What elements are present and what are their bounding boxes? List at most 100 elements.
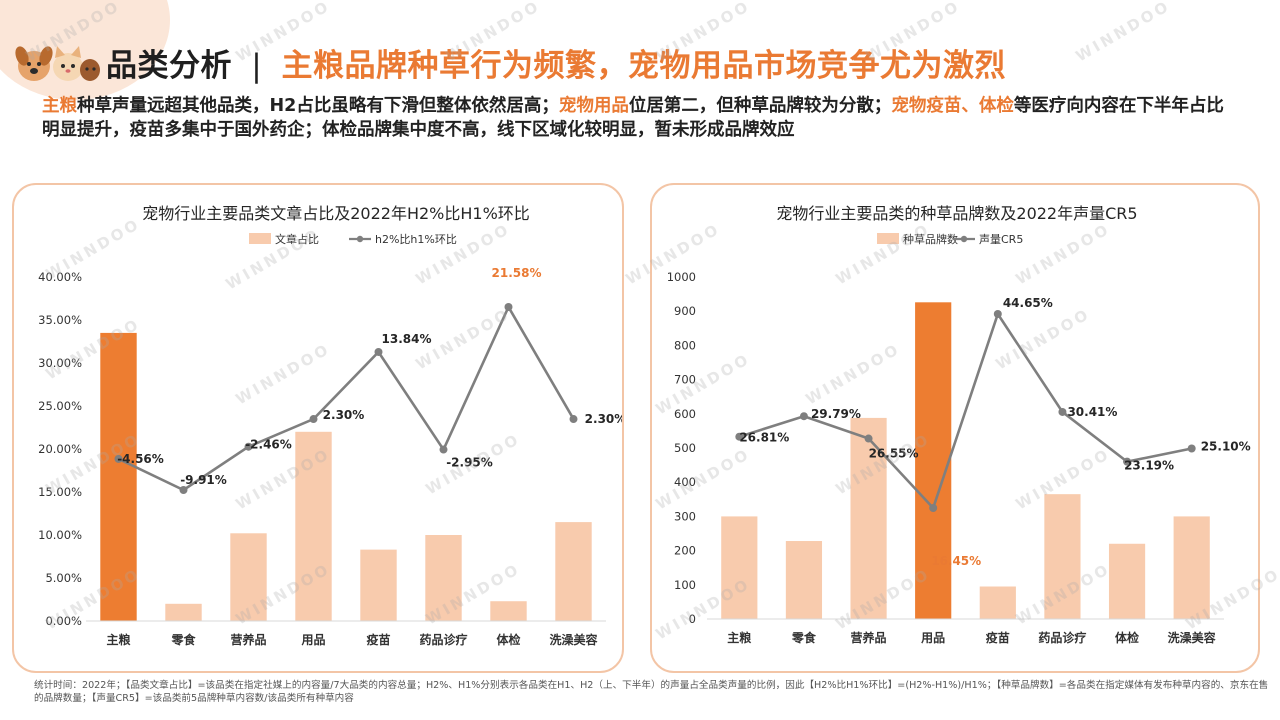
summary-highlight: 主粮 bbox=[42, 96, 77, 116]
y-tick-label: 600 bbox=[674, 407, 696, 421]
summary-segment: 种草声量远超其他品类，H2占比虽略有下滑但整体依然居高； bbox=[77, 96, 559, 116]
x-tick-label: 体检 bbox=[496, 632, 520, 647]
line-point bbox=[374, 347, 383, 356]
line-data-label: -2.46% bbox=[245, 438, 292, 452]
y-tick-label: 900 bbox=[674, 304, 696, 318]
bar bbox=[295, 431, 332, 621]
chart-title: 宠物行业主要品类的种草品牌数及2022年声量CR5 bbox=[776, 204, 1137, 223]
line-data-label: 26.55% bbox=[869, 447, 919, 461]
y-tick-label: 1000 bbox=[667, 270, 696, 284]
line-point bbox=[799, 412, 808, 421]
footnote: 统计时间：2022年；【品类文章占比】=该品类在指定社媒上的内容量/7大品类的内… bbox=[34, 680, 1269, 704]
y-tick-label: 700 bbox=[674, 373, 696, 387]
x-tick-label: 主粮 bbox=[727, 630, 751, 645]
legend-bar-label: 文章占比 bbox=[275, 232, 319, 246]
title-prefix: 品类分析 bbox=[106, 48, 232, 84]
right-chart-panel: 宠物行业主要品类的种草品牌数及2022年声量CR5 种草品牌数 声量CR5 0 100 2… bbox=[650, 183, 1260, 673]
legend-bar-swatch bbox=[877, 233, 899, 244]
legend-bar-label: 种草品牌数 bbox=[903, 232, 958, 246]
line-data-label: -2.95% bbox=[446, 456, 493, 470]
line-point bbox=[179, 486, 188, 494]
legend-line-marker bbox=[960, 235, 968, 243]
x-tick-label: 疫苗 bbox=[986, 630, 1010, 645]
y-tick-label: 0.00% bbox=[45, 614, 82, 628]
y-tick-label: 0 bbox=[689, 612, 696, 626]
x-tick-label: 零食 bbox=[791, 630, 817, 645]
bar bbox=[360, 549, 397, 621]
bar bbox=[1044, 494, 1081, 619]
x-tick-label: 营养品 bbox=[851, 630, 887, 645]
x-tick-label: 疫苗 bbox=[366, 632, 390, 647]
series-line bbox=[738, 311, 1192, 511]
x-tick-label: 用品 bbox=[920, 631, 945, 645]
line-point bbox=[993, 310, 1002, 318]
line-data-label: 26.81% bbox=[739, 431, 789, 445]
watermark-text: WINNDOO bbox=[1072, 0, 1174, 66]
line-point bbox=[1187, 444, 1196, 453]
x-tick-label: 主粮 bbox=[106, 632, 130, 647]
line-point bbox=[244, 442, 253, 451]
legend-line-marker bbox=[356, 235, 364, 243]
y-tick-label: 400 bbox=[674, 475, 696, 489]
bar bbox=[230, 533, 267, 621]
line-point bbox=[1123, 457, 1132, 466]
line-point bbox=[1058, 407, 1067, 416]
pets-logo-icon bbox=[15, 46, 100, 81]
y-tick-label: 300 bbox=[674, 509, 696, 523]
line-data-label: 2.30% bbox=[323, 408, 365, 422]
line-point bbox=[439, 445, 448, 454]
bar bbox=[555, 522, 592, 621]
line-point bbox=[309, 415, 318, 424]
line-data-label: 44.65% bbox=[1003, 296, 1053, 310]
title-main: 主粮品牌种草行为频繁，宠物用品市场竞争尤为激烈 bbox=[281, 48, 1007, 84]
line-data-label: 2.30% bbox=[585, 412, 622, 426]
y-tick-label: 5.00% bbox=[45, 571, 82, 585]
line-data-label: -4.56% bbox=[117, 452, 164, 466]
summary-segment: 等医疗向内容在下半年占比明显提升，疫苗多集中于国外药企；体检品牌集中度不高，线下… bbox=[42, 96, 1224, 140]
legend-line-label: h2%比h1%环比 bbox=[375, 233, 457, 246]
line-point bbox=[114, 454, 123, 463]
x-tick-label: 用品 bbox=[300, 633, 325, 647]
page-title: 品类分析 | 主粮品牌种草行为频繁，宠物用品市场竞争尤为激烈 bbox=[106, 40, 1006, 85]
line-point bbox=[569, 415, 578, 424]
x-tick-label: 营养品 bbox=[230, 632, 266, 647]
y-tick-label: 500 bbox=[674, 441, 696, 455]
title-separator: | bbox=[251, 48, 263, 84]
bar bbox=[979, 586, 1016, 619]
line-data-label: -9.91% bbox=[180, 473, 227, 487]
summary-segment: 位居第二，但种草品牌较为分散； bbox=[628, 96, 892, 116]
bar bbox=[1173, 516, 1210, 619]
left-chart-panel: 宠物行业主要品类文章占比及2022年H2%比H1%环比 文章占比 h2%比h1%环比… bbox=[12, 183, 624, 673]
x-tick-label: 药品诊疗 bbox=[1038, 630, 1086, 645]
line-point bbox=[504, 303, 513, 311]
line-data-label: 16.45% bbox=[931, 554, 981, 568]
legend-bar-swatch bbox=[249, 233, 271, 244]
bar bbox=[721, 516, 758, 619]
x-tick-label: 洗澡美容 bbox=[1168, 630, 1216, 645]
y-tick-label: 40.00% bbox=[38, 270, 82, 284]
line-data-label: 29.79% bbox=[811, 407, 861, 421]
brand-count-chart: 宠物行业主要品类的种草品牌数及2022年声量CR5 种草品牌数 声量CR5 0 100 2… bbox=[667, 204, 1251, 645]
line-data-label: 13.84% bbox=[382, 332, 432, 346]
line-point bbox=[929, 504, 938, 512]
x-tick-label: 体检 bbox=[1115, 630, 1139, 645]
bar bbox=[915, 302, 952, 619]
y-tick-label: 100 bbox=[674, 578, 696, 592]
x-tick-label: 药品诊疗 bbox=[419, 632, 467, 647]
y-tick-label: 25.00% bbox=[38, 399, 82, 413]
series-line bbox=[117, 304, 575, 492]
line-point bbox=[735, 432, 744, 441]
bar bbox=[100, 332, 137, 621]
summary-text: 主粮种草声量远超其他品类，H2占比虽略有下滑但整体依然居高；宠物用品位居第二，但… bbox=[42, 94, 1232, 142]
y-tick-label: 30.00% bbox=[38, 356, 82, 370]
y-tick-label: 200 bbox=[674, 544, 696, 558]
y-tick-label: 10.00% bbox=[38, 528, 82, 542]
bar bbox=[490, 601, 527, 621]
line-data-label: 25.10% bbox=[1201, 439, 1251, 453]
y-tick-label: 15.00% bbox=[38, 485, 82, 499]
bar bbox=[425, 535, 462, 621]
x-tick-label: 零食 bbox=[170, 632, 196, 647]
y-tick-label: 20.00% bbox=[38, 442, 82, 456]
y-tick-label: 800 bbox=[674, 338, 696, 352]
